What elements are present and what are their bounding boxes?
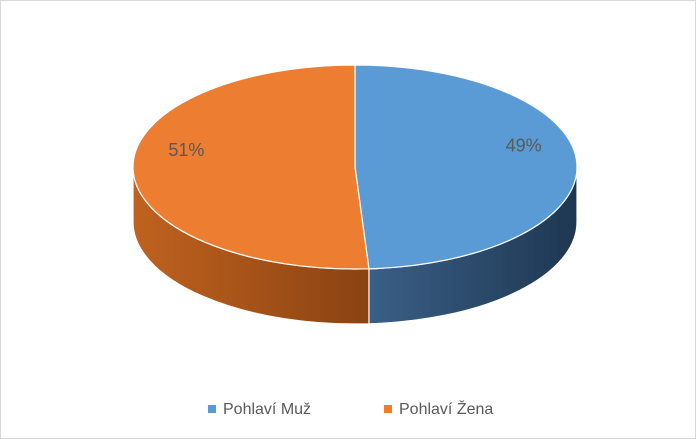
- pie-slice: [132, 64, 370, 270]
- legend-swatch: [208, 405, 216, 413]
- legend-swatch: [384, 405, 392, 413]
- data-label: 49%: [506, 135, 542, 155]
- data-label: 51%: [168, 140, 204, 160]
- pie-slice: [354, 64, 578, 270]
- legend-label: Pohlaví Muž: [223, 401, 311, 418]
- legend-label: Pohlaví Žena: [399, 399, 493, 418]
